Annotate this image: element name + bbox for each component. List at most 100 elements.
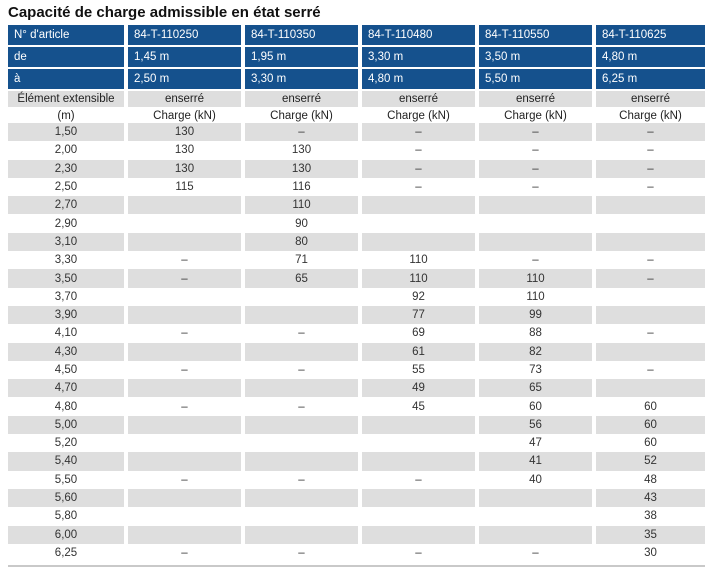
load-value-cell: 65 <box>479 379 592 398</box>
load-value-cell: 92 <box>412 290 425 303</box>
load-value-cell: 60 <box>596 415 705 435</box>
load-value-cell: – <box>245 123 358 142</box>
table-row: 1,50 130– – – – <box>8 123 705 142</box>
load-value-cell: 130 <box>291 144 312 157</box>
load-value-cell <box>596 305 705 325</box>
article-number: 84-T-110550 <box>479 25 592 45</box>
article-number-row: N° d'article 84-T-110250 84-T-110350 84-… <box>8 25 705 45</box>
load-value-cell <box>479 507 592 525</box>
article-number: 84-T-110625 <box>596 25 705 45</box>
load-value-cell: – <box>181 546 188 559</box>
load-value-cell: 61 <box>362 342 475 361</box>
table-row: 5,60 43 <box>8 488 705 508</box>
load-value-cell: – <box>298 546 305 559</box>
load-value-cell <box>128 379 241 398</box>
table-row: 4,50 – – 55 73 – <box>8 361 705 379</box>
element-header-row: Élément extensible enserré enserré enser… <box>8 91 705 107</box>
element-label: Élément extensible <box>8 91 124 107</box>
load-value-cell <box>128 196 241 215</box>
load-value-cell <box>596 379 705 398</box>
load-value-cell <box>596 232 705 252</box>
load-value-cell: 110 <box>526 290 545 303</box>
element-length-cell: 5,00 <box>8 415 124 435</box>
element-length-cell: 3,70 <box>54 290 78 303</box>
load-value-cell: – <box>181 400 188 413</box>
element-length-cell: 2,30 <box>8 159 124 178</box>
load-label: Charge (kN) <box>504 109 567 122</box>
load-value-cell <box>128 305 241 325</box>
table-row: 3,30 – 71 110 – – <box>8 251 705 269</box>
load-value-cell: 60 <box>644 400 657 413</box>
load-value-cell: – <box>298 400 305 413</box>
load-value-cell <box>479 214 592 232</box>
element-length-cell: 2,00 <box>54 144 78 157</box>
load-value-cell: 130 <box>128 159 241 178</box>
table-row: 6,25 – – – – 30 <box>8 544 705 562</box>
element-length-cell: 5,40 <box>8 452 124 471</box>
load-value-cell <box>362 452 475 471</box>
table-row: 2,00 130 130 – – – <box>8 141 705 159</box>
load-value-cell <box>245 507 358 525</box>
load-value-cell <box>245 305 358 325</box>
to-value: 3,30 m <box>245 69 358 89</box>
load-value-cell: 130 <box>245 159 358 178</box>
load-label: Charge (kN) <box>387 109 450 122</box>
table-row: 5,80 38 <box>8 507 705 525</box>
load-value-cell <box>596 288 705 306</box>
load-value-cell: 65 <box>245 269 358 288</box>
load-value-cell <box>245 415 358 435</box>
load-value-cell: 82 <box>479 342 592 361</box>
load-value-cell <box>245 379 358 398</box>
from-value: 3,30 m <box>362 47 475 67</box>
load-value-cell <box>362 507 475 525</box>
load-label: Charge (kN) <box>270 109 333 122</box>
load-value-cell: 69 <box>412 327 425 340</box>
load-value-cell: 35 <box>596 525 705 544</box>
load-value-cell: 48 <box>644 473 657 486</box>
table-row: 6,00 35 <box>8 525 705 544</box>
unit-header-row: (m) Charge (kN) Charge (kN) Charge (kN) … <box>8 108 705 123</box>
load-value-cell: – <box>298 473 305 486</box>
load-value-cell: 43 <box>596 488 705 508</box>
load-value-cell: – <box>362 123 475 142</box>
load-value-cell <box>479 488 592 508</box>
element-length-cell: 3,10 <box>8 232 124 252</box>
table-row: 5,50 – – – 40 48 <box>8 471 705 489</box>
load-value-cell: – <box>596 123 705 142</box>
load-value-cell: – <box>596 269 705 288</box>
load-value-cell <box>128 415 241 435</box>
load-value-cell: 45 <box>412 400 425 413</box>
table-row: 3,10 80 <box>8 232 705 252</box>
load-value-cell: 30 <box>644 546 657 559</box>
load-value-cell: – <box>596 159 705 178</box>
element-length-cell: 4,30 <box>8 342 124 361</box>
from-value: 1,45 m <box>128 47 241 67</box>
table-row: 4,70 49 65 <box>8 379 705 398</box>
load-value-cell: 60 <box>529 400 542 413</box>
load-value-cell: 56 <box>479 415 592 435</box>
load-value-cell: 99 <box>479 305 592 325</box>
load-value-cell: 80 <box>245 232 358 252</box>
table-row: 5,00 56 60 <box>8 415 705 435</box>
element-length-cell: 6,25 <box>54 546 78 559</box>
load-value-cell: 130 <box>174 144 195 157</box>
element-length-cell: 5,20 <box>54 437 78 450</box>
load-value-cell <box>245 525 358 544</box>
load-value-cell: – <box>647 144 654 157</box>
from-value: 3,50 m <box>479 47 592 67</box>
load-value-cell <box>362 434 475 452</box>
load-value-cell <box>128 488 241 508</box>
load-value-cell <box>245 452 358 471</box>
element-length-cell: 2,70 <box>8 196 124 215</box>
load-value-cell: 73 <box>529 364 542 376</box>
load-value-cell <box>362 488 475 508</box>
element-length-cell: 2,50 <box>54 181 78 194</box>
load-value-cell: – <box>128 269 241 288</box>
article-number: 84-T-110350 <box>245 25 358 45</box>
load-value-cell <box>128 507 241 525</box>
element-length-cell: 4,80 <box>54 400 78 413</box>
load-capacity-table: N° d'article 84-T-110250 84-T-110350 84-… <box>8 25 705 568</box>
to-row: à 2,50 m 3,30 m 4,80 m 5,50 m 6,25 m <box>8 69 705 89</box>
table-row: 3,50–65 110 110– <box>8 269 705 288</box>
load-value-cell <box>479 196 592 215</box>
